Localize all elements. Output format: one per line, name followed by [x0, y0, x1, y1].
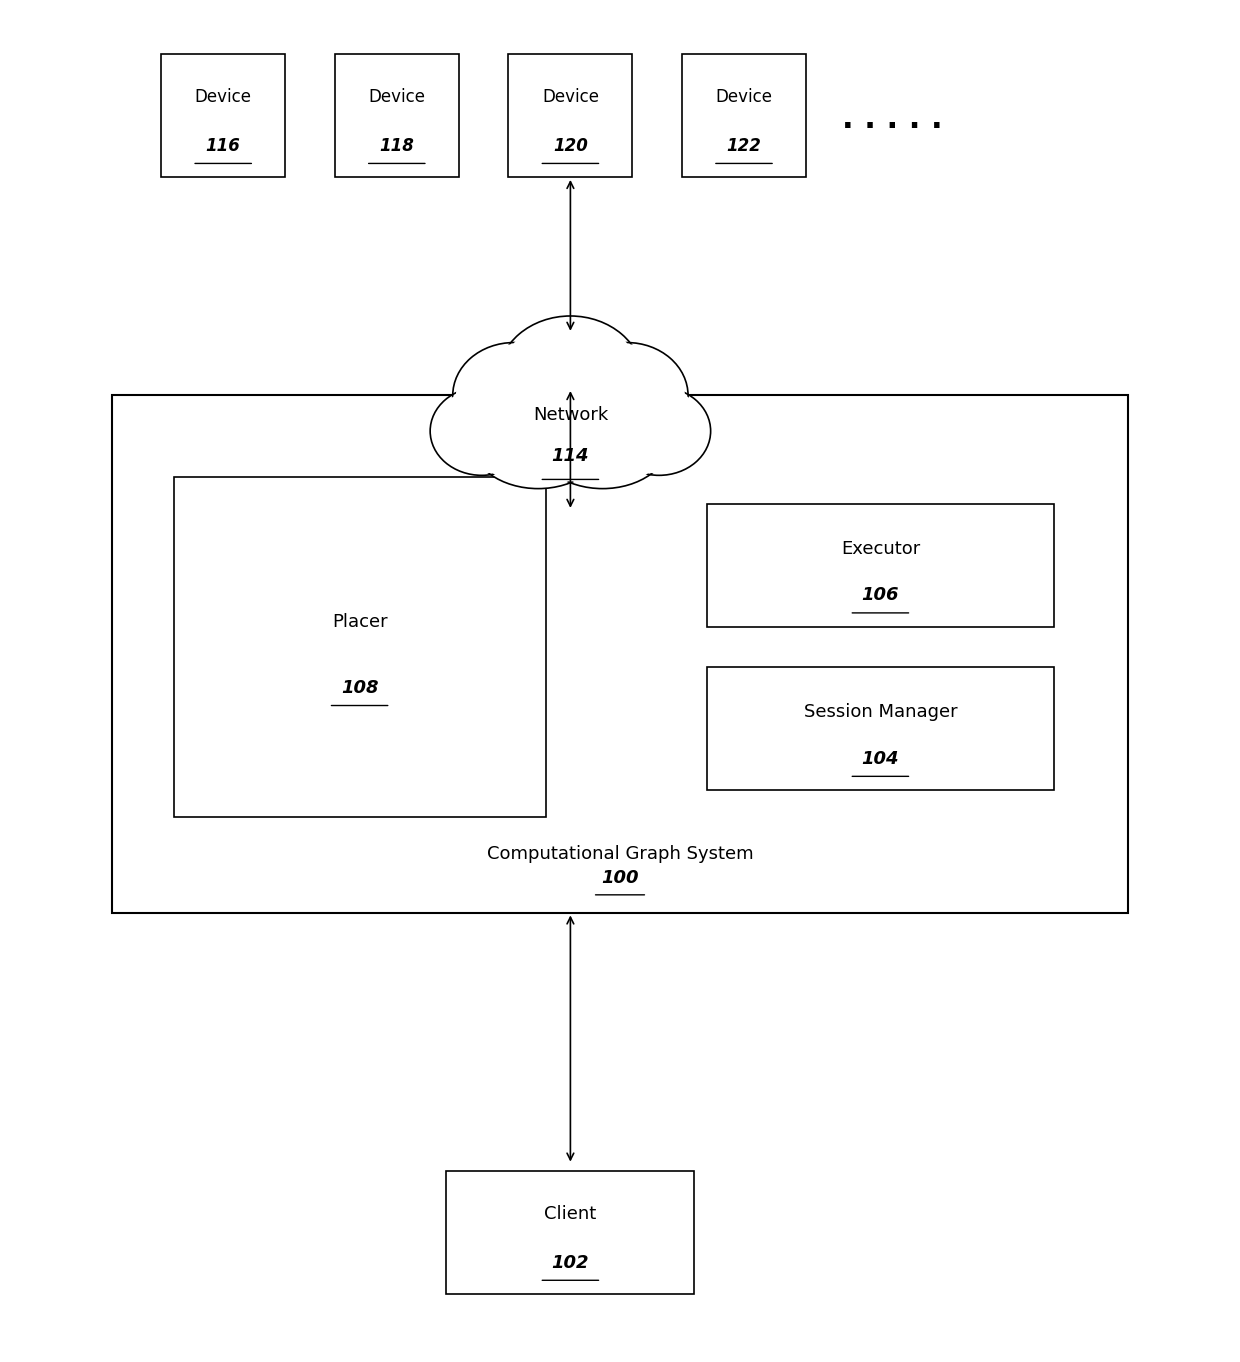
Ellipse shape: [538, 394, 667, 486]
Ellipse shape: [430, 387, 533, 475]
Ellipse shape: [569, 345, 684, 447]
Text: Device: Device: [195, 87, 252, 106]
FancyBboxPatch shape: [335, 54, 459, 177]
Text: Device: Device: [715, 87, 773, 106]
FancyBboxPatch shape: [174, 477, 546, 817]
Ellipse shape: [434, 388, 531, 474]
Text: 118: 118: [379, 136, 414, 155]
Text: Computational Graph System: Computational Graph System: [486, 844, 754, 864]
Ellipse shape: [611, 388, 707, 474]
Ellipse shape: [608, 387, 711, 475]
Ellipse shape: [565, 343, 688, 449]
Ellipse shape: [534, 391, 671, 489]
FancyBboxPatch shape: [682, 54, 806, 177]
Ellipse shape: [474, 394, 603, 486]
Ellipse shape: [501, 317, 640, 439]
Text: . . . . .: . . . . .: [842, 105, 944, 135]
FancyBboxPatch shape: [161, 54, 285, 177]
Ellipse shape: [456, 345, 572, 447]
Ellipse shape: [497, 316, 644, 440]
Text: Executor: Executor: [841, 539, 920, 558]
Text: 108: 108: [341, 678, 378, 697]
FancyBboxPatch shape: [707, 667, 1054, 790]
Text: 100: 100: [601, 869, 639, 888]
Text: 106: 106: [862, 586, 899, 605]
Text: 120: 120: [553, 136, 588, 155]
Ellipse shape: [453, 343, 575, 449]
Ellipse shape: [470, 391, 606, 489]
Text: Network: Network: [533, 406, 608, 425]
Text: Placer: Placer: [332, 613, 387, 632]
Text: Client: Client: [544, 1204, 596, 1223]
FancyBboxPatch shape: [707, 504, 1054, 627]
Text: Device: Device: [542, 87, 599, 106]
FancyBboxPatch shape: [508, 54, 632, 177]
Text: Device: Device: [368, 87, 425, 106]
Text: 122: 122: [727, 136, 761, 155]
FancyBboxPatch shape: [112, 395, 1128, 913]
Text: 114: 114: [552, 447, 589, 466]
Text: 104: 104: [862, 749, 899, 768]
Text: 102: 102: [552, 1253, 589, 1272]
FancyBboxPatch shape: [446, 1171, 694, 1294]
Text: 116: 116: [206, 136, 241, 155]
Text: Session Manager: Session Manager: [804, 703, 957, 722]
